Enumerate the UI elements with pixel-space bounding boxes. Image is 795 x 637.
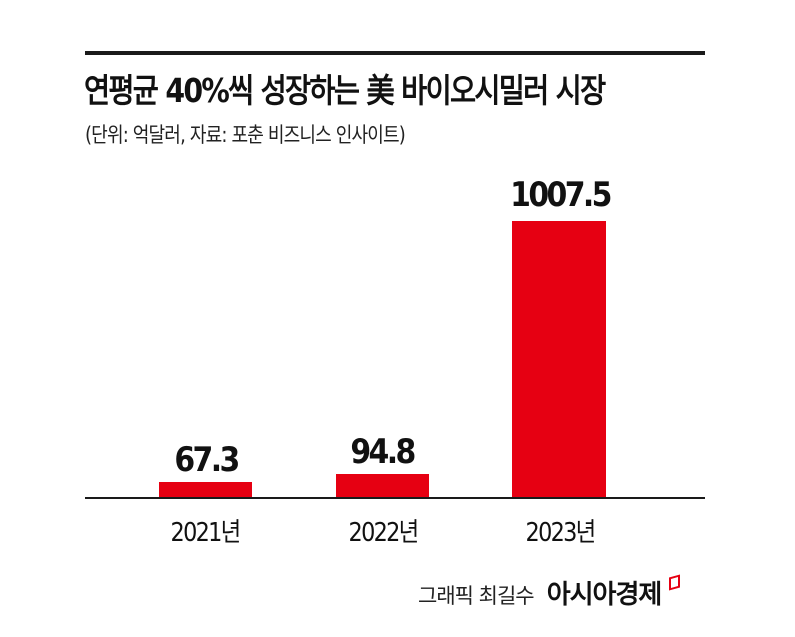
brand-logo-text: 아시아경제	[546, 580, 663, 610]
graphic-credit: 그래픽 최길수	[418, 584, 535, 608]
x-axis-baseline	[85, 497, 705, 499]
category-label-2021: 2021년	[170, 518, 242, 548]
bar-2021	[159, 482, 252, 498]
footer-credit: 그래픽 최길수 아시아경제	[418, 574, 681, 611]
chart-title: 연평균 40%씩 성장하는 美 바이오시밀러 시장	[84, 71, 606, 110]
category-label-2023: 2023년	[525, 518, 597, 548]
top-rule	[85, 51, 705, 55]
chart-subtitle: (단위: 억달러, 자료: 포춘 비즈니스 인사이트)	[85, 123, 406, 147]
value-label-2023: 1007.5	[510, 175, 612, 215]
bar-2022	[336, 474, 429, 498]
value-label-2022: 94.8	[350, 432, 416, 472]
category-label-2022: 2022년	[348, 518, 420, 548]
bar-2023	[512, 221, 606, 498]
brand-mark-icon	[669, 574, 681, 591]
value-label-2021: 67.3	[174, 440, 240, 480]
